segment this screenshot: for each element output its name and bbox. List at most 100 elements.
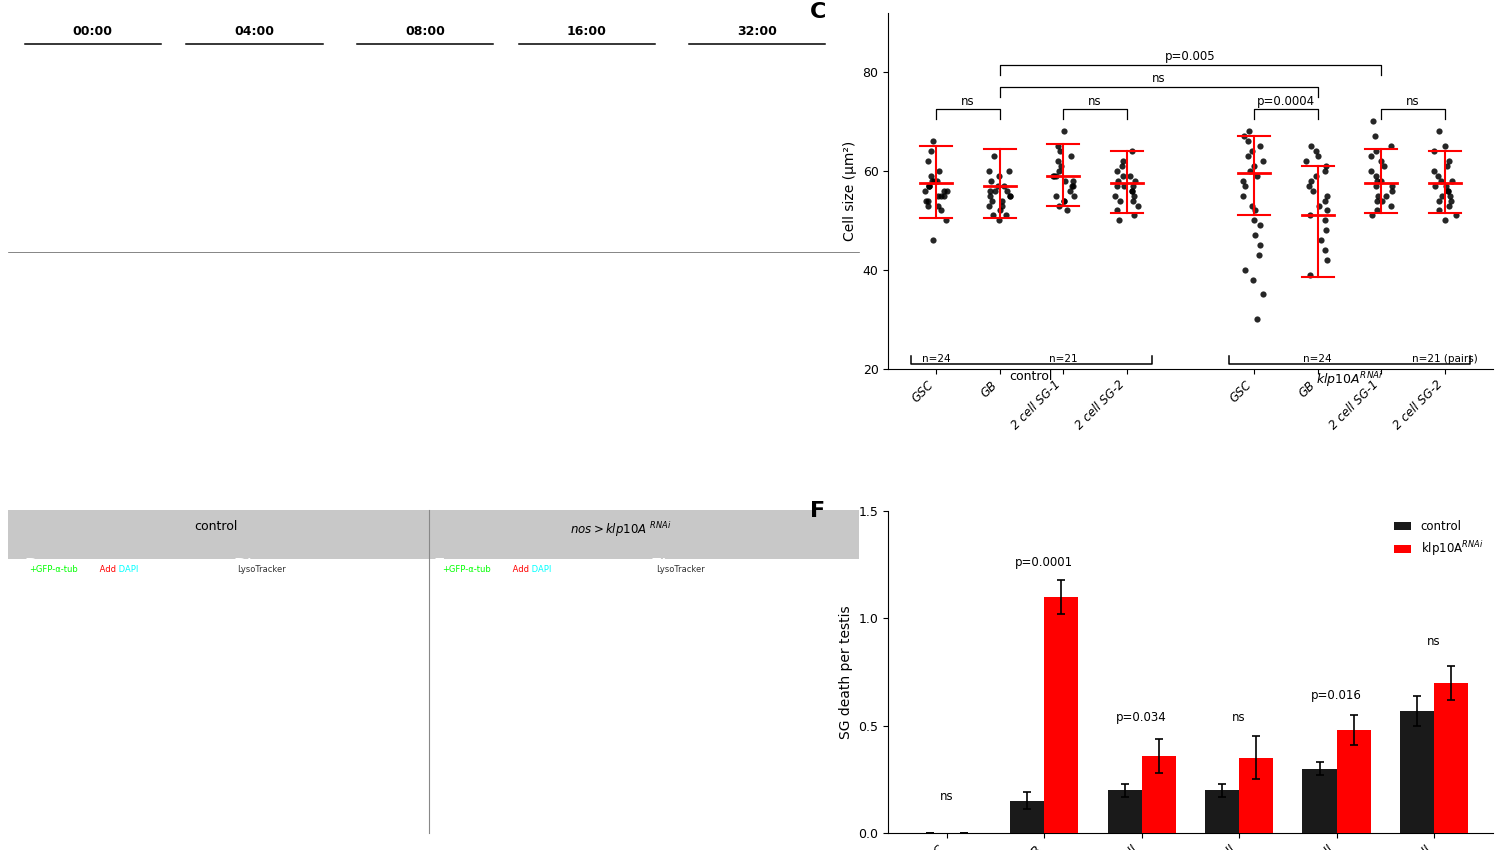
Text: A: A — [18, 51, 33, 70]
Point — [1436, 184, 1460, 197]
Point — [1242, 213, 1266, 227]
Point — [1299, 139, 1323, 153]
Point — [1233, 263, 1257, 276]
Text: ns: ns — [962, 94, 975, 108]
Point — [1440, 174, 1464, 188]
Legend: control, klp10A$^{RNAi}$: control, klp10A$^{RNAi}$ — [1390, 517, 1486, 562]
Text: DAPI: DAPI — [116, 565, 138, 575]
Point — [1238, 164, 1262, 178]
Point — [1246, 248, 1270, 262]
Point — [1240, 199, 1264, 212]
Point — [1314, 159, 1338, 173]
Point — [1060, 174, 1084, 188]
Point — [1380, 179, 1404, 193]
Point — [994, 184, 1018, 197]
Point — [1432, 213, 1456, 227]
Point — [1365, 169, 1389, 183]
Point — [916, 179, 940, 193]
Text: LysoTracker: LysoTracker — [237, 565, 286, 575]
Point — [1444, 208, 1468, 222]
Text: 0: 0 — [926, 819, 933, 830]
Point — [1112, 169, 1136, 183]
Bar — [1010, 801, 1044, 833]
Point — [980, 174, 1004, 188]
Point — [1424, 179, 1448, 193]
Text: $nos>klp10A$ $^{RNAi}$: $nos>klp10A$ $^{RNAi}$ — [570, 520, 672, 539]
Point — [1118, 169, 1142, 183]
Point — [930, 204, 954, 218]
Text: Add: Add — [98, 565, 116, 575]
Point — [1312, 164, 1336, 178]
Point — [924, 174, 948, 188]
Point — [1126, 199, 1150, 212]
Point — [916, 194, 940, 207]
Bar — [1204, 790, 1239, 833]
Point — [1366, 189, 1390, 202]
Text: control: control — [195, 520, 238, 533]
Point — [1436, 184, 1460, 197]
Point — [1106, 164, 1130, 178]
Point — [976, 164, 1000, 178]
Text: +GFP-α-tub: +GFP-α-tub — [28, 565, 78, 575]
Point — [1299, 174, 1323, 188]
Point — [1046, 154, 1070, 167]
Y-axis label: SG death per testis: SG death per testis — [839, 605, 854, 739]
Text: ns: ns — [1406, 94, 1420, 108]
Point — [1240, 144, 1264, 158]
Point — [1370, 154, 1394, 167]
Point — [1360, 115, 1384, 128]
Point — [1426, 194, 1450, 207]
Point — [918, 179, 942, 193]
Point — [1112, 154, 1136, 167]
Point — [1436, 159, 1460, 173]
Bar — [1434, 683, 1468, 833]
Text: $klp10A^{RNAi}$: $klp10A^{RNAi}$ — [1316, 370, 1383, 388]
Point — [1304, 169, 1328, 183]
Text: p=0.016: p=0.016 — [1311, 689, 1362, 702]
Point — [1054, 204, 1078, 218]
Point — [1296, 179, 1320, 193]
Point — [928, 189, 952, 202]
Point — [1245, 313, 1269, 326]
Text: LysoTracker: LysoTracker — [657, 565, 705, 575]
Point — [1380, 184, 1404, 197]
Text: E': E' — [651, 558, 668, 575]
Text: 00:00: 00:00 — [72, 25, 112, 37]
Point — [1122, 208, 1146, 222]
Point — [1062, 179, 1086, 193]
Text: control: control — [1010, 370, 1053, 382]
Point — [1248, 139, 1272, 153]
Point — [1314, 224, 1338, 237]
Y-axis label: Cell size (μm²): Cell size (μm²) — [843, 140, 856, 241]
Point — [1245, 169, 1269, 183]
Point — [982, 150, 1006, 163]
Point — [1058, 184, 1082, 197]
Point — [1426, 204, 1450, 218]
Point — [981, 208, 1005, 222]
Point — [999, 189, 1023, 202]
Point — [1048, 144, 1072, 158]
Point — [1238, 125, 1262, 139]
Text: ns: ns — [940, 790, 954, 803]
Point — [992, 179, 1016, 193]
Point — [1106, 174, 1130, 188]
Point — [1052, 125, 1076, 139]
Text: p=0.005: p=0.005 — [1166, 50, 1215, 63]
Point — [1108, 194, 1132, 207]
Bar — [1044, 597, 1078, 833]
Point — [1434, 179, 1458, 193]
Point — [934, 184, 958, 197]
Bar — [1400, 711, 1434, 833]
Point — [920, 144, 944, 158]
Bar — [8, 511, 859, 558]
Point — [1047, 199, 1071, 212]
Text: Add: Add — [510, 565, 530, 575]
Point — [1365, 194, 1389, 207]
Text: D': D' — [232, 558, 252, 575]
Point — [1364, 129, 1388, 143]
Point — [1110, 159, 1134, 173]
Point — [1370, 194, 1394, 207]
Point — [1314, 204, 1338, 218]
Text: 0: 0 — [960, 819, 968, 830]
Point — [1425, 169, 1449, 183]
